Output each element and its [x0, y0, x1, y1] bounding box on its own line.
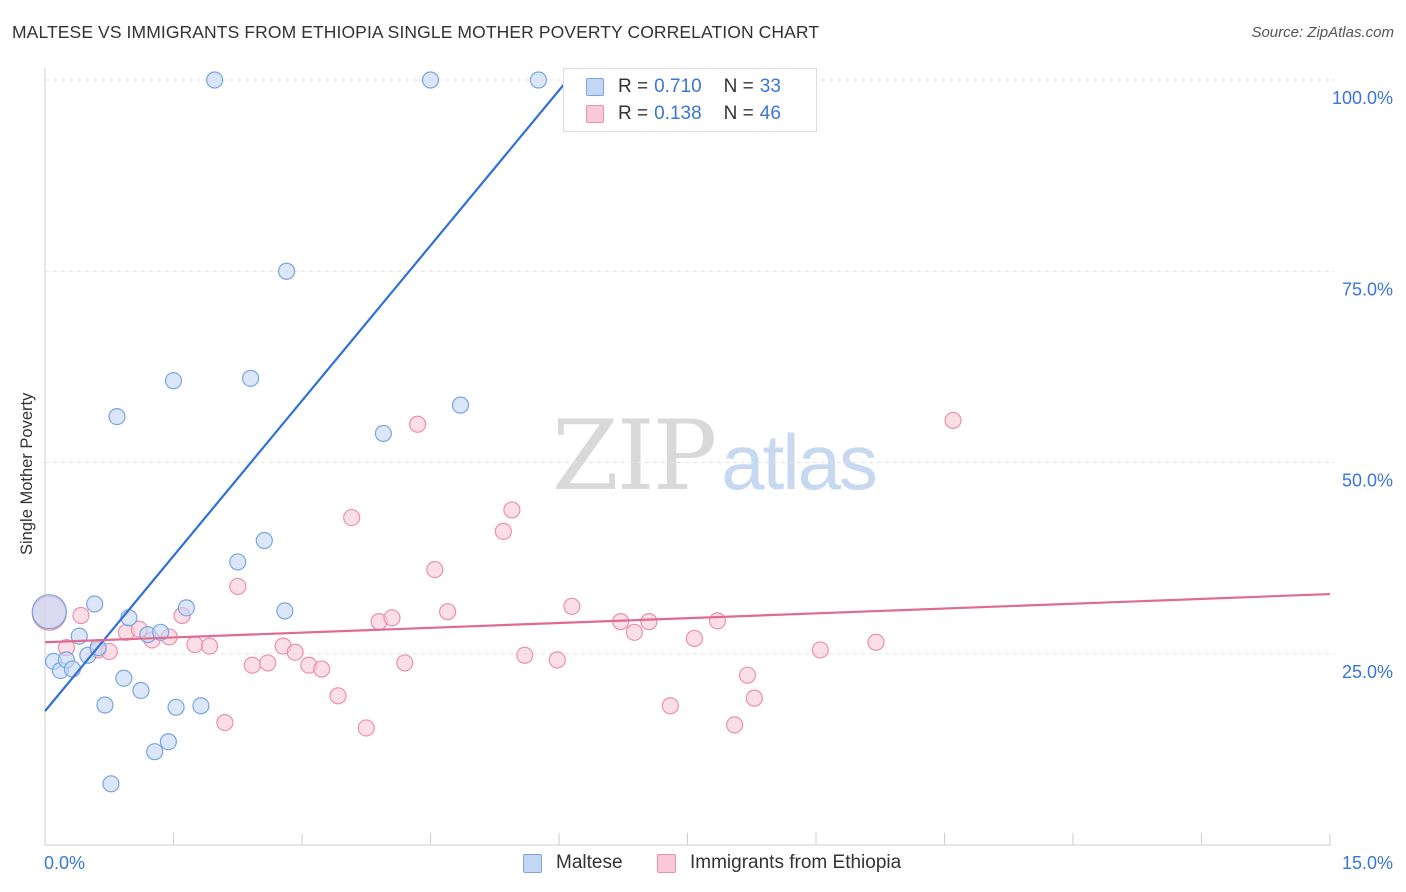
maltese-point	[192, 697, 210, 715]
ethiopia-point	[738, 666, 757, 684]
ethiopia-point	[329, 687, 347, 705]
maltese-point	[164, 372, 183, 390]
maltese-point	[63, 660, 82, 678]
ethiopia-point	[426, 560, 444, 579]
maltese-point	[115, 669, 133, 687]
ethiopia-point	[409, 415, 427, 433]
ethiopia-point	[72, 606, 90, 625]
ethiopia-point	[243, 656, 261, 674]
series-legend: Maltese Immigrants from Ethiopia	[0, 852, 1406, 876]
x-tick-label: 15.0%	[1342, 853, 1393, 873]
maltese-point	[242, 369, 260, 387]
ethiopia-point	[548, 651, 566, 669]
ethiopia-point	[229, 577, 247, 596]
ethiopia-point	[661, 697, 679, 715]
ethiopia-point	[357, 719, 375, 737]
ethiopia-point	[685, 629, 703, 648]
stats-legend: R = 0.710 N = 33 R = 0.138 N = 46	[563, 68, 817, 132]
ethiopia-point	[640, 613, 658, 631]
y-tick-label: 75.0%	[1342, 279, 1393, 299]
maltese-point	[421, 71, 440, 89]
ethiopia-point	[343, 508, 361, 527]
maltese-point	[277, 262, 296, 280]
maltese-point	[31, 594, 67, 630]
ethiopia-point	[503, 501, 521, 519]
ethiopia-point	[745, 689, 763, 707]
maltese-point	[96, 696, 114, 714]
ethiopia-point	[186, 635, 204, 654]
ethiopia-swatch	[586, 105, 604, 123]
stats-legend-row-ethiopia: R = 0.138 N = 46	[586, 102, 781, 126]
maltese-point	[177, 599, 195, 617]
maltese-point	[152, 623, 170, 641]
ethiopia-point	[200, 637, 219, 655]
y-tick-label: 50.0%	[1342, 471, 1393, 491]
y-axis-label: Single Mother Poverty	[18, 392, 36, 555]
ethiopia-point	[383, 609, 401, 627]
ethiopia-point	[811, 641, 829, 659]
maltese-point	[102, 775, 120, 793]
n-label: N =	[723, 76, 754, 97]
maltese-point	[132, 681, 150, 700]
legend-label-maltese: Maltese	[556, 852, 623, 873]
r-value: 0.138	[654, 103, 702, 124]
y-tick-label: 100.0%	[1332, 88, 1393, 108]
maltese-point	[167, 698, 185, 716]
ethiopia-point	[439, 603, 457, 621]
r-value: 0.710	[654, 76, 702, 97]
chart-title: MALTESE VS IMMIGRANTS FROM ETHIOPIA SING…	[12, 22, 820, 42]
ethiopia-point	[563, 597, 581, 615]
maltese-point	[86, 595, 104, 613]
maltese-trend-line	[44, 79, 569, 712]
ethiopia-point	[708, 612, 727, 630]
legend-item-maltese[interactable]: Maltese	[523, 852, 623, 874]
maltese-swatch	[586, 78, 604, 96]
ethiopia-point	[944, 411, 962, 430]
n-label: N =	[723, 103, 754, 124]
watermark-zip: ZIP	[552, 400, 717, 512]
legend-label-ethiopia: Immigrants from Ethiopia	[690, 852, 902, 873]
maltese-legend-swatch	[523, 853, 542, 873]
n-value: 46	[759, 103, 781, 124]
maltese-point	[255, 531, 273, 550]
ethiopia-point	[726, 716, 744, 734]
n-value: 33	[759, 76, 781, 97]
source-label: Source: ZipAtlas.com	[1251, 24, 1394, 41]
maltese-point	[529, 71, 548, 89]
ethiopia-point	[216, 713, 234, 732]
y-tick-label: 25.0%	[1342, 662, 1393, 682]
ethiopia-point	[396, 654, 414, 672]
maltese-point	[206, 71, 224, 89]
maltese-point	[108, 408, 126, 426]
maltese-point	[276, 602, 294, 620]
ethiopia-point	[625, 623, 643, 641]
ethiopia-point	[867, 633, 885, 651]
maltese-point	[374, 424, 392, 443]
maltese-point	[159, 733, 177, 751]
maltese-point	[451, 396, 470, 414]
maltese-point	[146, 743, 164, 761]
ethiopia-trend-line	[44, 592, 1331, 644]
watermark: ZIPatlas	[552, 400, 878, 512]
legend-item-ethiopia[interactable]: Immigrants from Ethiopia	[657, 852, 901, 874]
ethiopia-point	[494, 522, 512, 540]
ethiopia-legend-swatch	[657, 853, 676, 873]
ethiopia-point	[516, 646, 534, 664]
r-label: R =	[618, 76, 649, 97]
ethiopia-point	[259, 654, 277, 672]
x-tick-label: 0.0%	[44, 853, 85, 873]
ethiopia-point	[313, 660, 331, 678]
maltese-point	[229, 553, 247, 571]
stats-legend-row-maltese: R = 0.710 N = 33	[586, 75, 781, 99]
ethiopia-point	[286, 643, 304, 661]
r-label: R =	[618, 103, 649, 124]
